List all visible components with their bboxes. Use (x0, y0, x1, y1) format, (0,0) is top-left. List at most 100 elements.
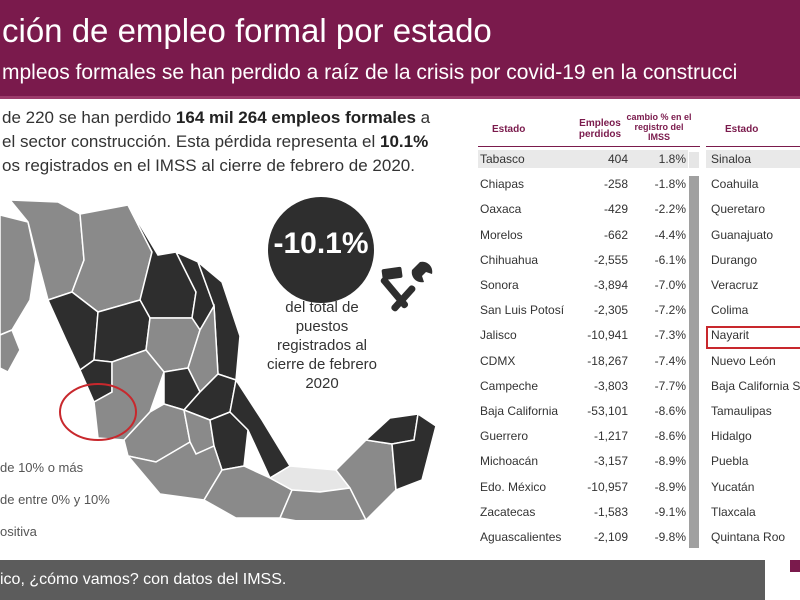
map-guerrero (126, 440, 223, 501)
table2-cell-state: Yucatán (711, 480, 755, 494)
table-cell-pct: -7.3% (654, 328, 686, 342)
table2-cell-state: Hidalgo (711, 429, 752, 443)
legend-item-dark: de 10% o más (0, 460, 84, 475)
table2-cell-state: Guanajuato (711, 228, 774, 242)
map-nayarit-highlight-circle (59, 383, 137, 441)
table-cell-jobs: -1,217 (593, 429, 628, 443)
table-cell-state: Campeche (480, 379, 539, 393)
table-cell-state: Guerrero (480, 429, 529, 443)
percentage-value: -10.1% (273, 227, 369, 260)
table-cell-pct: -7.0% (654, 278, 686, 292)
table2-cell-state: Tamaulipas (711, 404, 772, 418)
hammer-wrench-icon (380, 261, 433, 312)
table-cell-pct: -8.6% (654, 429, 686, 443)
header-band: ción de empleo formal por estado mpleos … (0, 0, 800, 99)
table-cell-pct: -4.4% (654, 228, 686, 242)
table-cell-state: Chiapas (480, 177, 525, 191)
table-header-pct: cambio % en el registro del IMSS (626, 112, 692, 142)
table2-header-state: Estado (725, 124, 759, 135)
caption-line: registrados al (276, 337, 368, 354)
map-quintana-roo (391, 412, 437, 492)
table2-cell-state: Quintana Roo (711, 530, 786, 544)
table-cell-jobs: -2,109 (593, 530, 628, 544)
table-cell-state: Zacatecas (480, 505, 536, 519)
table2-cell-state: Sinaloa (711, 152, 752, 166)
intro-line-1: de 220 se han perdido 164 mil 264 empleo… (2, 108, 430, 128)
caption-line: cierre de febrero (266, 356, 378, 373)
map-baja-california-sur (0, 329, 21, 373)
intro-line-1-pre: de 220 se han perdido (2, 108, 176, 127)
table-cell-jobs: -3,894 (593, 278, 628, 292)
table-cell-jobs: -2,555 (593, 253, 628, 267)
table2-row-highlight (706, 150, 800, 168)
table2-cell-state: Durango (711, 253, 758, 267)
percentage-caption: del total de puestos registrados al cier… (252, 298, 392, 393)
percentage-circle: -10.1% (268, 197, 374, 303)
table-cell-state: Oaxaca (480, 202, 522, 216)
caption-line: 2020 (305, 375, 339, 392)
table-row-highlight (478, 150, 688, 168)
map-chiapas (278, 487, 367, 520)
table-cell-state: Edo. México (480, 480, 547, 494)
intro-line-2: el sector construcción. Esta pérdida rep… (2, 132, 428, 152)
intro-line-1-post: a (415, 108, 431, 127)
table2-cell-state: Veracruz (711, 278, 759, 292)
table-header-jobs: Empleos perdidos (578, 118, 622, 140)
table-cell-state: CDMX (480, 354, 516, 368)
footer-source-text: ico, ¿cómo vamos? con datos del IMSS. (0, 571, 287, 588)
table2-header-rule (706, 146, 800, 147)
table-cell-state: Tabasco (480, 152, 525, 166)
map-yucatan (364, 413, 419, 445)
intro-line-3: os registrados en el IMSS al cierre de f… (2, 156, 415, 175)
table2-cell-state: Queretaro (711, 202, 766, 216)
table2-cell-state: Colima (711, 303, 749, 317)
table-cell-pct: -1.8% (654, 177, 686, 191)
table2-cell-state: Coahuila (711, 177, 759, 191)
table-cell-jobs: -258 (603, 177, 628, 191)
table-header-rule (478, 146, 700, 147)
table-cell-state: Chihuahua (480, 253, 539, 267)
table-cell-pct: -7.2% (654, 303, 686, 317)
table-cell-jobs: -3,157 (593, 454, 628, 468)
table2-cell-state: Nuevo León (711, 354, 776, 368)
footer-band: ico, ¿cómo vamos? con datos del IMSS. (0, 560, 765, 600)
table2-cell-state: Puebla (711, 454, 749, 468)
legend-item-mid: de entre 0% y 10% (0, 492, 110, 507)
table-cell-jobs: -10,941 (587, 328, 628, 342)
table-cell-jobs: 404 (607, 152, 628, 166)
table-cell-pct: -9.1% (654, 505, 686, 519)
table-cell-jobs: -3,803 (593, 379, 628, 393)
table-cell-jobs: -1,583 (593, 505, 628, 519)
intro-line-2-pre: el sector construcción. Esta pérdida rep… (2, 132, 380, 151)
table-cell-jobs: -429 (603, 202, 628, 216)
legend-item-light: ositiva (0, 524, 37, 539)
intro-line-1-bold: 164 mil 264 empleos formales (175, 108, 416, 127)
header-accent-line (0, 96, 800, 99)
table-cell-pct: -8.9% (654, 480, 686, 494)
footer-corner-accent (790, 560, 800, 572)
table2-cell-state: Tlaxcala (711, 505, 756, 519)
table-cell-state: Morelos (480, 228, 523, 242)
table-cell-pct: -7.4% (654, 354, 686, 368)
table-cell-pct: -7.7% (654, 379, 686, 393)
map-chihuahua (71, 204, 153, 313)
table-cell-state: Aguascalientes (480, 530, 562, 544)
mexico-map (0, 199, 437, 520)
table-cell-pct: -6.1% (654, 253, 686, 267)
table2-cell-state: Baja California Su (711, 379, 800, 393)
table-cell-state: Sonora (480, 278, 519, 292)
table-cell-pct: -8.9% (654, 454, 686, 468)
nayarit-highlight-box (706, 326, 800, 349)
table-cell-jobs: -2,305 (593, 303, 628, 317)
table-header-state: Estado (492, 124, 526, 135)
table-cell-state: Baja California (480, 404, 559, 418)
table-cell-state: Michoacán (480, 454, 539, 468)
table-cell-state: Jalisco (480, 328, 517, 342)
table-cell-jobs: -18,267 (587, 354, 628, 368)
table-cell-pct: -2.2% (654, 202, 686, 216)
table-cell-pct: -8.6% (654, 404, 686, 418)
page-subtitle: mpleos formales se han perdido a raíz de… (2, 61, 738, 84)
intro-line-2-bold: 10.1% (379, 132, 429, 151)
table-cell-jobs: -662 (603, 228, 628, 242)
